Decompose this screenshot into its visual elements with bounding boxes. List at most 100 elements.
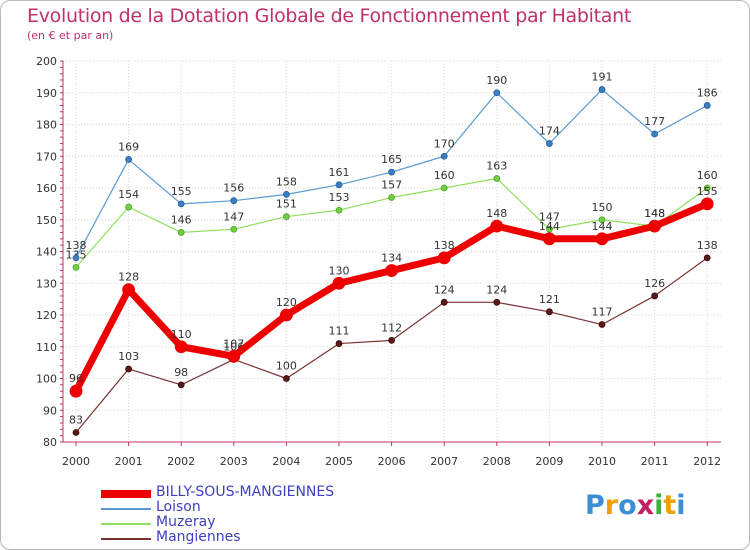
x-tick-label: 2001 — [115, 455, 143, 468]
chart-title: Evolution de la Dotation Globale de Fonc… — [27, 5, 632, 27]
data-point-billy-sous-mangiennes — [332, 276, 346, 290]
data-label-mangiennes: 126 — [644, 277, 665, 290]
x-tick-label: 2003 — [220, 455, 248, 468]
data-point-billy-sous-mangiennes — [648, 219, 661, 233]
data-point-mangiennes — [125, 365, 132, 373]
data-point-loison — [651, 130, 658, 138]
chart-subtitle: (en € et par an) — [27, 29, 114, 42]
legend-label-mangiennes: Mangiennes — [156, 529, 241, 545]
data-label-mangiennes: 112 — [381, 321, 402, 334]
x-tick-label: 2000 — [62, 455, 90, 468]
data-point-loison — [230, 197, 238, 205]
data-label-loison: 177 — [644, 115, 665, 128]
data-point-billy-sous-mangiennes — [69, 384, 83, 398]
data-label-mangiennes: 111 — [329, 325, 350, 338]
logo-letter: P — [585, 490, 605, 521]
data-label-muzeray: 147 — [539, 210, 560, 223]
data-point-mangiennes — [546, 308, 553, 316]
legend-item-muzeray: Muzeray — [101, 514, 401, 532]
y-tick-label: 160 — [36, 182, 57, 195]
data-label-loison: 158 — [276, 175, 297, 188]
data-label-mangiennes: 121 — [539, 293, 560, 306]
data-point-muzeray — [546, 225, 553, 233]
data-label-mangiennes: 124 — [434, 283, 455, 296]
y-tick-label: 140 — [36, 246, 57, 259]
data-label-billy-sous-mangiennes: 120 — [276, 296, 297, 309]
data-point-loison — [703, 102, 711, 109]
data-point-muzeray — [493, 175, 501, 182]
data-point-mangiennes — [282, 375, 290, 382]
data-label-billy-sous-mangiennes: 138 — [434, 239, 455, 252]
logo-letter: r — [604, 490, 619, 521]
data-label-loison: 169 — [118, 140, 139, 153]
data-label-billy-sous-mangiennes: 144 — [592, 220, 613, 233]
data-point-billy-sous-mangiennes — [595, 232, 609, 246]
data-label-billy-sous-mangiennes: 130 — [329, 264, 350, 277]
y-tick-label: 100 — [36, 373, 57, 386]
legend-item-mangiennes: Mangiennes — [101, 529, 401, 547]
data-label-billy-sous-mangiennes: 128 — [118, 271, 139, 284]
y-tick-label: 130 — [36, 277, 57, 290]
x-tick-label: 2006 — [378, 455, 406, 468]
data-point-loison — [388, 168, 396, 176]
legend-label-loison: Loison — [156, 499, 201, 515]
data-point-mangiennes — [651, 292, 658, 300]
data-point-billy-sous-mangiennes — [700, 197, 714, 211]
legend-label-muzeray: Muzeray — [156, 514, 216, 530]
data-label-loison: 161 — [329, 166, 350, 179]
data-point-billy-sous-mangiennes — [227, 349, 241, 363]
y-tick-label: 150 — [36, 214, 57, 227]
y-tick-label: 110 — [36, 341, 57, 354]
data-point-billy-sous-mangiennes — [437, 251, 451, 265]
x-tick-label: 2004 — [272, 455, 300, 468]
x-tick-label: 2009 — [535, 455, 563, 468]
data-point-mangiennes — [598, 321, 606, 328]
data-point-billy-sous-mangiennes — [122, 283, 135, 297]
y-tick-label: 90 — [43, 404, 57, 417]
data-label-muzeray: 146 — [171, 213, 192, 226]
data-point-muzeray — [388, 194, 396, 201]
data-point-billy-sous-mangiennes — [385, 264, 399, 277]
data-label-loison: 170 — [434, 137, 455, 150]
x-tick-label: 2012 — [693, 455, 721, 468]
data-label-muzeray: 148 — [644, 207, 665, 220]
data-label-mangiennes: 103 — [118, 350, 139, 363]
x-tick-label: 2010 — [588, 455, 616, 468]
data-label-mangiennes: 138 — [697, 239, 718, 252]
data-label-muzeray: 154 — [118, 188, 139, 201]
legend-item-billy-sous-mangiennes: BILLY-SOUS-MANGIENNES — [101, 484, 401, 502]
data-point-muzeray — [72, 263, 80, 271]
data-point-muzeray — [598, 216, 606, 224]
data-point-mangiennes — [440, 298, 448, 306]
data-label-billy-sous-mangiennes: 148 — [486, 207, 507, 220]
y-tick-label: 180 — [36, 119, 57, 132]
legend-swatch-muzeray — [101, 523, 151, 525]
data-point-mangiennes — [388, 336, 396, 344]
data-point-billy-sous-mangiennes — [543, 232, 556, 246]
data-label-loison: 156 — [223, 182, 244, 195]
data-point-loison — [282, 190, 290, 198]
data-label-loison: 174 — [539, 125, 560, 138]
data-point-muzeray — [282, 213, 290, 220]
data-label-loison: 138 — [66, 239, 87, 252]
data-label-muzeray: 150 — [592, 201, 613, 214]
data-point-mangiennes — [72, 429, 80, 436]
data-point-mangiennes — [177, 381, 185, 389]
data-point-billy-sous-mangiennes — [490, 219, 504, 233]
data-point-muzeray — [177, 229, 185, 236]
data-label-muzeray: 151 — [276, 198, 297, 211]
legend-label-billy-sous-mangiennes: BILLY-SOUS-MANGIENNES — [156, 484, 335, 500]
data-point-loison — [72, 254, 80, 262]
data-label-loison: 155 — [171, 185, 192, 198]
data-point-loison — [335, 181, 343, 189]
data-label-muzeray: 153 — [329, 191, 350, 204]
data-label-billy-sous-mangiennes: 144 — [539, 220, 560, 233]
legend-item-loison: Loison — [101, 499, 401, 517]
data-label-mangiennes: 117 — [592, 306, 613, 319]
data-label-loison: 191 — [592, 71, 613, 84]
data-label-muzeray: 160 — [697, 169, 718, 182]
data-point-mangiennes — [493, 298, 501, 306]
data-label-mangiennes: 100 — [276, 360, 297, 373]
